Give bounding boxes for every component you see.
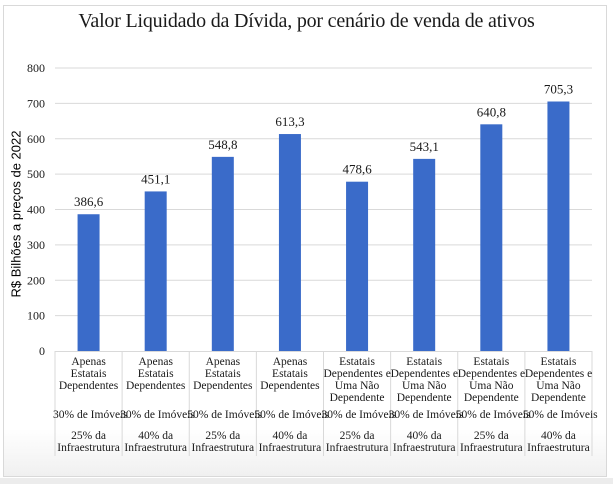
category-label-infra: Infraestrutura [258,442,322,454]
category-label-group: Dependentes e [323,368,391,380]
chart-title: Valor Liquidado da Dívida, por cenário d… [78,10,535,32]
category-label-group: Dependente [329,392,385,404]
category-label-group: Dependente [530,392,586,404]
data-label: 386,6 [74,194,104,209]
category-label-infra: Infraestrutura [460,442,523,454]
category-label-group: Uma Não [536,380,581,392]
category-label-group: Estatais [540,356,577,368]
y-tick-label: 0 [39,344,45,358]
category-label-imoveis: 50% de Imóveis [254,409,330,421]
category-label-infra: 40% da [541,430,576,442]
category-label-group: Estatais [406,356,443,368]
category-label-group: Apenas [205,356,241,368]
category-label-infra: 25% da [205,430,241,442]
category-label-group: Dependente [396,392,452,404]
category-label-group: Apenas [71,356,106,368]
data-label: 705,3 [544,82,573,97]
category-label-infra: Infraestrutura [527,442,590,454]
category-label-infra: 40% da [406,430,442,442]
y-tick-label: 300 [27,238,45,252]
y-tick-label: 600 [27,132,45,146]
y-tick-label: 500 [27,167,45,181]
category-label-group: Uma Não [334,380,380,392]
data-label: 640,8 [477,104,506,119]
bar [144,191,167,351]
category-label-imoveis: 30% de Imóveis [120,409,195,421]
category-label-imoveis: 30% de Imóveis [53,409,128,421]
bar [547,101,570,351]
bar [211,156,234,351]
category-label-group: Dependentes e [457,368,526,380]
category-label-group: Estatais [70,368,107,380]
category-label-imoveis: 50% de Imóveis [522,409,598,421]
category-label-imoveis: 30% de Imóveis [321,409,397,421]
category-label-infra: Infraestrutura [325,442,389,454]
y-tick-label: 800 [27,61,45,75]
category-label-imoveis: 30% de Imóveis [388,409,464,421]
category-label-infra: Infraestrutura [124,442,187,454]
y-tick-label: 200 [27,273,45,287]
chart-frame [3,5,607,477]
category-label-infra: 25% da [71,430,106,442]
category-label-group: Dependente [463,392,519,404]
bottom-strip [0,478,613,484]
category-label-group: Dependentes [193,380,253,392]
data-label: 548,8 [208,137,237,152]
category-label-infra: Infraestrutura [392,442,456,454]
bar [413,158,436,351]
category-label-infra: Infraestrutura [57,442,120,454]
category-label-group: Estatais [339,356,375,368]
category-label-group: Dependentes [260,380,320,392]
category-label-group: Estatais [137,368,174,380]
category-label-group: Apenas [272,356,308,368]
bar [77,214,100,351]
category-label-group: Dependentes [58,380,119,392]
category-label-infra: 40% da [138,430,174,442]
category-label-imoveis: 50% de Imóveis [187,409,262,421]
category-label-group: Uma Não [401,380,447,392]
category-label-group: Apenas [138,356,173,368]
category-label-group: Uma Não [469,380,514,392]
y-tick-label: 700 [27,96,45,110]
category-label-group: Estatais [272,368,308,380]
data-label: 613,3 [275,114,304,129]
category-label-infra: 25% da [473,430,509,442]
category-label-imoveis: 50% de Imóveis [455,409,531,421]
bar [346,181,369,351]
data-label: 478,6 [342,162,372,177]
category-label-group: Estatais [204,368,241,380]
category-label-infra: 40% da [272,430,308,442]
category-label-group: Dependentes e [524,368,593,380]
bar [480,124,503,351]
bar [278,134,301,351]
category-label-infra: Infraestrutura [191,442,255,454]
category-label-group: Dependentes [125,380,186,392]
data-label: 543,1 [410,139,439,154]
y-tick-label: 100 [27,309,45,323]
category-label-group: Estatais [473,356,510,368]
data-label: 451,1 [141,171,170,186]
category-label-group: Dependentes e [390,368,458,380]
y-tick-label: 400 [27,203,45,217]
category-label-infra: 25% da [339,430,375,442]
